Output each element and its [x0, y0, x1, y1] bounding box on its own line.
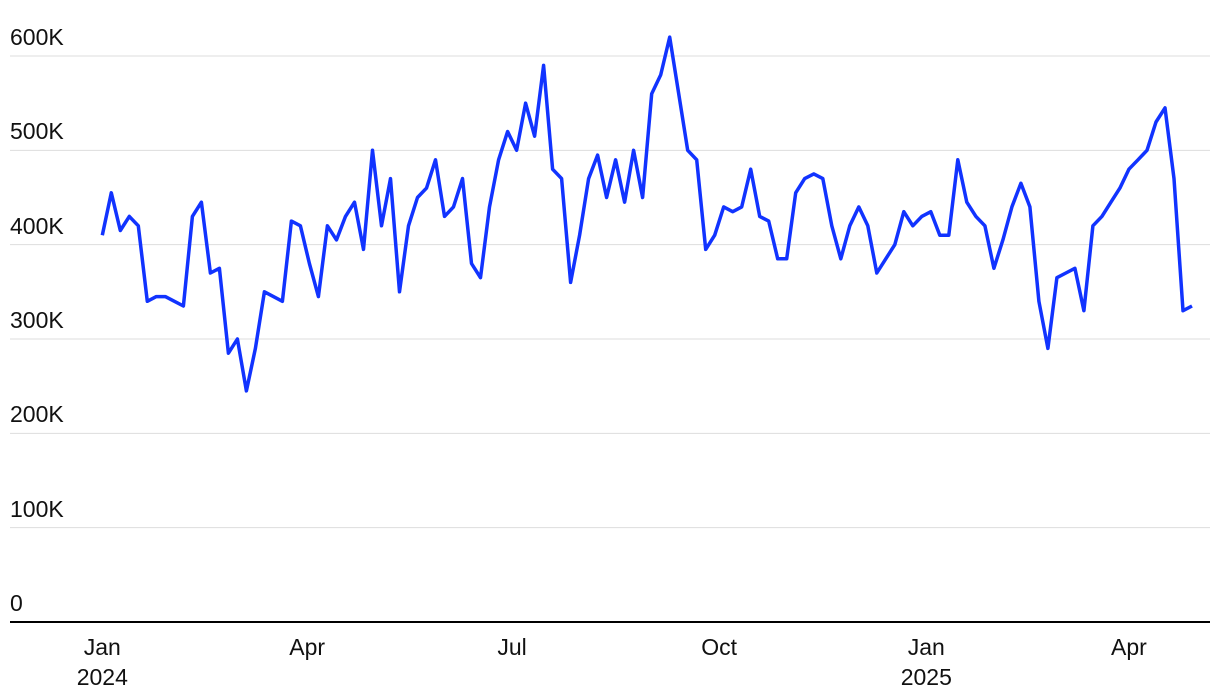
- y-tick-label: 500K: [10, 118, 64, 145]
- x-tick-label: Jan 2024: [76, 634, 128, 690]
- x-tick-label: Apr: [1111, 634, 1147, 660]
- y-tick-label: 600K: [10, 24, 64, 50]
- x-tick-label: Jan 2025: [900, 634, 952, 690]
- y-tick-label: 200K: [10, 401, 64, 428]
- x-tick-label: Oct: [701, 634, 738, 660]
- line-series: [100, 35, 1193, 393]
- y-tick-label: 100K: [10, 495, 64, 522]
- y-tick-label: 300K: [10, 307, 64, 333]
- x-tick-label: Apr: [289, 634, 326, 660]
- y-tick-label: 0: [10, 590, 23, 616]
- y-tick-label: 400K: [10, 212, 64, 239]
- x-tick-label: Jul: [497, 634, 527, 660]
